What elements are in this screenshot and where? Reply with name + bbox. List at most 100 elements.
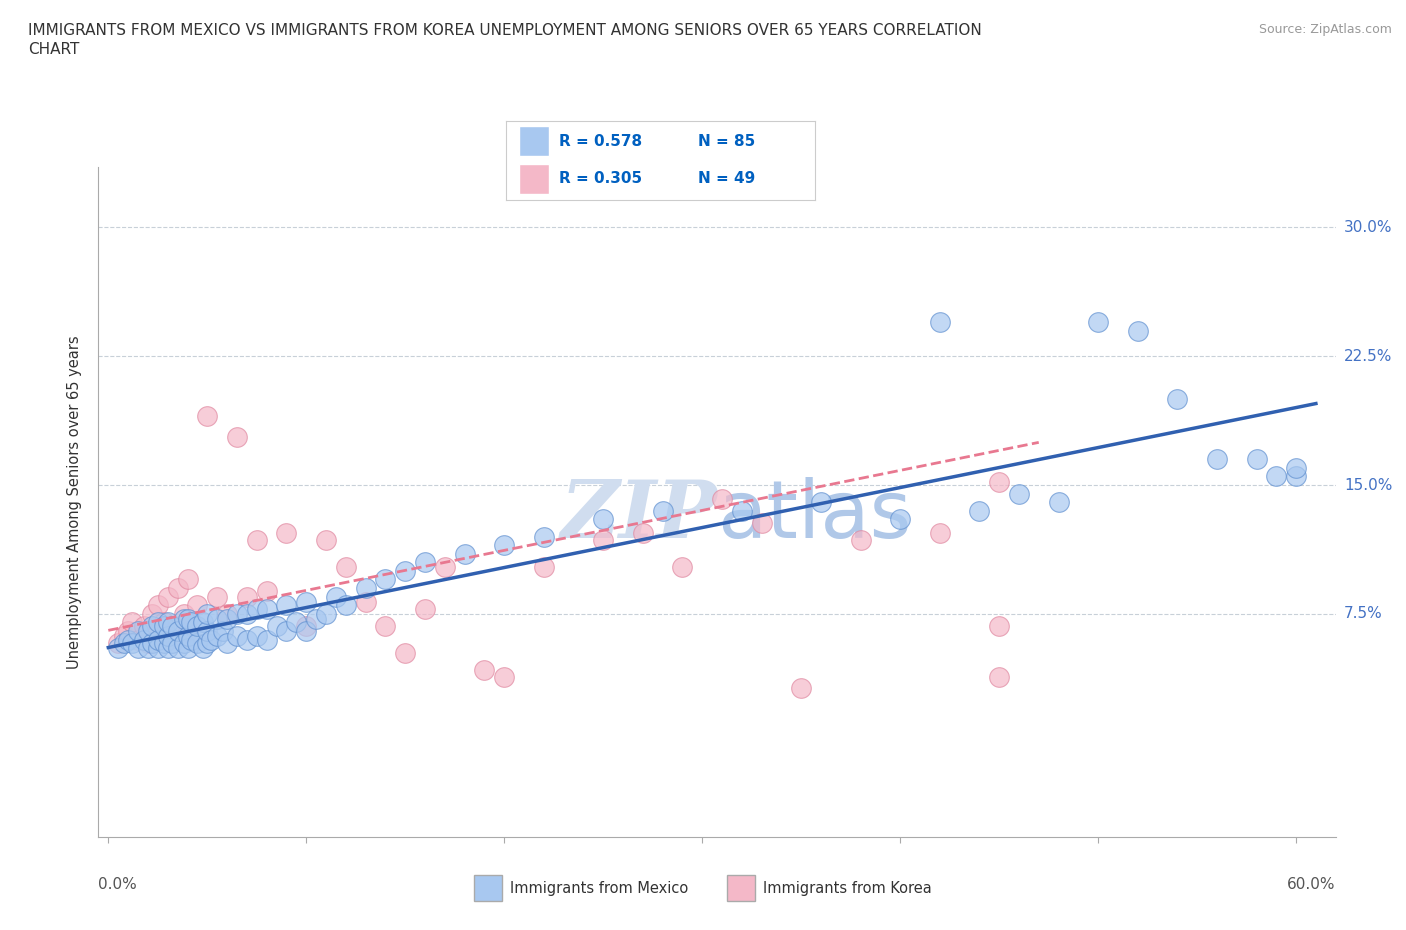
- Point: [205, 612, 228, 627]
- Point: [988, 670, 1011, 684]
- Point: [1166, 392, 1188, 406]
- Point: [127, 623, 149, 638]
- Point: [810, 495, 832, 510]
- Point: [146, 641, 169, 656]
- Point: [160, 618, 183, 633]
- Y-axis label: Unemployment Among Seniors over 65 years: Unemployment Among Seniors over 65 years: [67, 336, 83, 669]
- Point: [790, 680, 813, 695]
- Point: [136, 641, 159, 656]
- Point: [176, 629, 198, 644]
- Point: [246, 629, 269, 644]
- Point: [195, 635, 218, 650]
- Point: [988, 474, 1011, 489]
- Point: [1285, 460, 1308, 475]
- Point: [156, 629, 179, 644]
- Point: [132, 632, 155, 647]
- Point: [195, 623, 218, 638]
- Point: [928, 314, 950, 329]
- Point: [276, 598, 298, 613]
- Point: [1047, 495, 1070, 510]
- Point: [180, 615, 202, 630]
- Point: [141, 618, 163, 633]
- Point: [205, 590, 228, 604]
- Point: [166, 580, 188, 595]
- Text: 0.0%: 0.0%: [98, 877, 138, 892]
- Text: ZIP: ZIP: [560, 477, 717, 554]
- Point: [374, 618, 396, 633]
- Point: [671, 560, 693, 575]
- Point: [112, 629, 135, 644]
- Point: [146, 598, 169, 613]
- Point: [236, 632, 259, 647]
- Point: [969, 503, 991, 518]
- Point: [226, 606, 249, 621]
- Point: [335, 598, 357, 613]
- Bar: [727, 875, 755, 901]
- Point: [1246, 452, 1268, 467]
- Point: [107, 635, 129, 650]
- Point: [146, 623, 169, 638]
- Point: [195, 409, 218, 424]
- Point: [217, 612, 239, 627]
- Point: [173, 612, 195, 627]
- Text: 15.0%: 15.0%: [1344, 477, 1392, 493]
- Point: [413, 601, 436, 616]
- Point: [166, 618, 188, 633]
- Point: [117, 623, 139, 638]
- Point: [295, 623, 318, 638]
- Text: Immigrants from Korea: Immigrants from Korea: [762, 881, 931, 896]
- Point: [236, 590, 259, 604]
- Point: [305, 612, 328, 627]
- Text: R = 0.578: R = 0.578: [558, 134, 643, 149]
- Point: [246, 601, 269, 616]
- Bar: [474, 875, 502, 901]
- Point: [217, 606, 239, 621]
- Point: [1008, 486, 1031, 501]
- Text: IMMIGRANTS FROM MEXICO VS IMMIGRANTS FROM KOREA UNEMPLOYMENT AMONG SENIORS OVER : IMMIGRANTS FROM MEXICO VS IMMIGRANTS FRO…: [28, 23, 981, 38]
- Text: R = 0.305: R = 0.305: [558, 171, 643, 186]
- Point: [112, 635, 135, 650]
- Point: [849, 533, 872, 548]
- Point: [711, 491, 734, 506]
- Point: [107, 641, 129, 656]
- Point: [152, 618, 174, 633]
- Point: [176, 612, 198, 627]
- Point: [152, 635, 174, 650]
- Text: CHART: CHART: [28, 42, 80, 57]
- Point: [146, 615, 169, 630]
- Point: [354, 594, 377, 609]
- Point: [295, 618, 318, 633]
- Point: [176, 641, 198, 656]
- Point: [136, 635, 159, 650]
- Point: [152, 615, 174, 630]
- Point: [374, 572, 396, 587]
- Point: [160, 635, 183, 650]
- Point: [494, 538, 516, 552]
- Point: [394, 645, 416, 660]
- Point: [156, 615, 179, 630]
- Point: [315, 533, 337, 548]
- Point: [136, 623, 159, 638]
- Point: [751, 515, 773, 530]
- Point: [146, 632, 169, 647]
- Point: [1087, 314, 1109, 329]
- Point: [592, 533, 614, 548]
- Point: [1265, 469, 1288, 484]
- Point: [173, 635, 195, 650]
- Point: [176, 572, 198, 587]
- Point: [193, 641, 215, 656]
- Text: 60.0%: 60.0%: [1288, 877, 1336, 892]
- Point: [1206, 452, 1229, 467]
- Point: [236, 606, 259, 621]
- Point: [651, 503, 673, 518]
- Point: [533, 560, 555, 575]
- Point: [256, 601, 278, 616]
- Text: Immigrants from Mexico: Immigrants from Mexico: [509, 881, 688, 896]
- Text: 30.0%: 30.0%: [1344, 220, 1392, 235]
- Point: [285, 615, 308, 630]
- Point: [141, 606, 163, 621]
- Point: [494, 670, 516, 684]
- Point: [731, 503, 754, 518]
- Point: [631, 525, 654, 540]
- Bar: [519, 164, 550, 193]
